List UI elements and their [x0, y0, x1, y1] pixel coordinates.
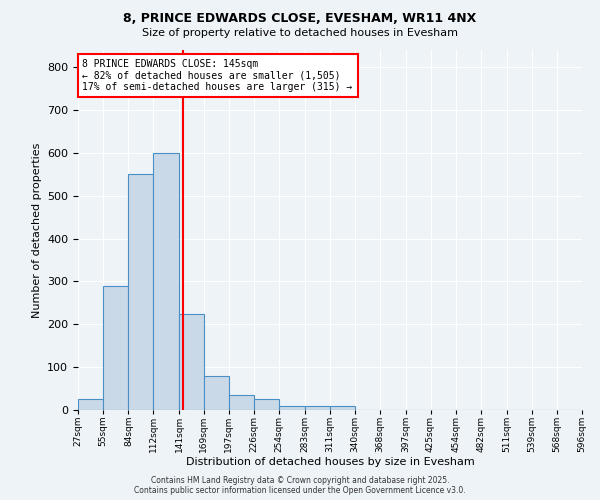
Text: Contains public sector information licensed under the Open Government Licence v3: Contains public sector information licen… [134, 486, 466, 495]
Y-axis label: Number of detached properties: Number of detached properties [32, 142, 41, 318]
Bar [305, 406, 329, 410]
Text: Size of property relative to detached houses in Evesham: Size of property relative to detached ho… [142, 28, 458, 38]
X-axis label: Distribution of detached houses by size in Evesham: Distribution of detached houses by size … [185, 458, 475, 468]
Bar [329, 406, 355, 410]
Bar [153, 153, 179, 410]
Bar [229, 395, 254, 410]
Text: Contains HM Land Registry data © Crown copyright and database right 2025.: Contains HM Land Registry data © Crown c… [151, 476, 449, 485]
Bar [103, 286, 128, 410]
Bar [78, 400, 103, 410]
Bar [128, 174, 153, 410]
Text: 8 PRINCE EDWARDS CLOSE: 145sqm
← 82% of detached houses are smaller (1,505)
17% : 8 PRINCE EDWARDS CLOSE: 145sqm ← 82% of … [82, 58, 353, 92]
Bar [204, 376, 229, 410]
Bar [179, 314, 204, 410]
Text: 8, PRINCE EDWARDS CLOSE, EVESHAM, WR11 4NX: 8, PRINCE EDWARDS CLOSE, EVESHAM, WR11 4… [124, 12, 476, 26]
Bar [254, 400, 279, 410]
Bar [279, 406, 305, 410]
